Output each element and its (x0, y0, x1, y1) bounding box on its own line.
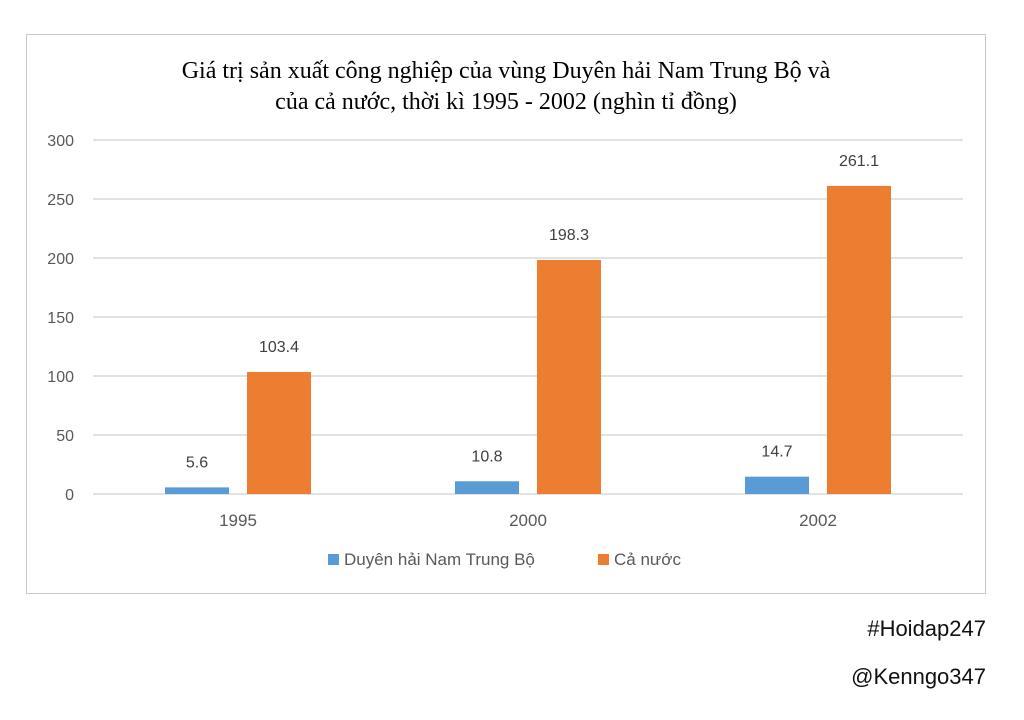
bar-2002-series-2 (827, 185, 891, 495)
chart-frame (26, 34, 986, 594)
bar-2000-series-2 (537, 260, 601, 494)
bar-1995-series-2 (247, 371, 311, 494)
data-label-2000-series-2: 198.3 (549, 227, 589, 244)
y-tick-label-150: 150 (47, 310, 74, 327)
y-tick-label-50: 50 (56, 428, 74, 445)
chart-title: Giá trị sản xuất công nghiệp của vùng Du… (0, 56, 1012, 118)
y-tick-label-0: 0 (65, 487, 74, 504)
data-label-2000-series-1: 10.8 (471, 448, 502, 465)
x-tick-label-2000: 2000 (509, 511, 547, 530)
bar-2002-series-1 (745, 476, 809, 494)
y-tick-label-300: 300 (47, 133, 74, 150)
legend-label-2: Cả nước (614, 550, 681, 569)
bar-2000-series-1 (455, 481, 519, 494)
legend-swatch-2 (598, 554, 609, 565)
data-label-1995-series-2: 103.4 (259, 339, 299, 356)
legend-label-1: Duyên hải Nam Trung Bộ (344, 550, 535, 569)
hashtag-watermark: #Hoidap247 (867, 616, 986, 641)
bar-1995-series-1 (165, 487, 229, 494)
x-tick-label-2002: 2002 (799, 511, 837, 530)
author-handle-watermark: @Kenngo347 (851, 664, 986, 689)
y-tick-label-250: 250 (47, 192, 74, 209)
chart-title-line-2: của cả nước, thời kì 1995 - 2002 (nghìn … (275, 89, 737, 115)
data-label-2002-series-2: 261.1 (839, 153, 879, 170)
chart-title-line-1: Giá trị sản xuất công nghiệp của vùng Du… (181, 58, 831, 84)
y-tick-label-100: 100 (47, 369, 74, 386)
data-label-1995-series-1: 5.6 (186, 454, 208, 471)
x-tick-label-1995: 1995 (219, 511, 257, 530)
data-label-2002-series-1: 14.7 (761, 444, 792, 461)
bar-chart: 0 50 100 150 200 250 300 5.6 103.4 1995 10.8 198.3 2… (47, 133, 963, 569)
y-tick-label-200: 200 (47, 251, 74, 268)
legend-swatch-1 (328, 554, 339, 565)
